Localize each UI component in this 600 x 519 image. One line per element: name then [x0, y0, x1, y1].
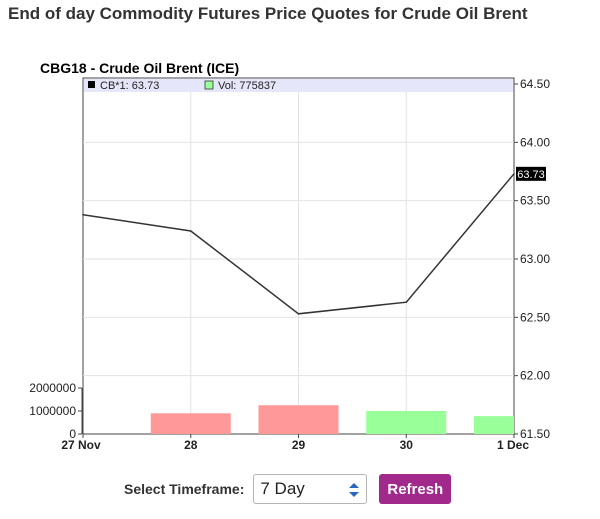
grid-lines [83, 92, 514, 434]
legend-swatch-price [88, 81, 95, 88]
volume-bar [150, 413, 231, 434]
page-title: End of day Commodity Futures Price Quote… [8, 4, 528, 23]
volume-bar [474, 416, 514, 434]
date-tick-label: 1 Dec [497, 438, 529, 452]
date-tick-label: 30 [400, 438, 414, 452]
chart-title: CBG18 - Crude Oil Brent (ICE) [40, 60, 239, 76]
price-tick-label: 63.50 [520, 194, 550, 208]
last-price-marker: 63.73 [516, 166, 546, 181]
price-line-group [82, 173, 515, 315]
timeframe-label: Select Timeframe: [124, 481, 245, 497]
volume-bars [150, 405, 514, 434]
date-axis: 27 Nov 28 29 30 1 Dec [61, 434, 529, 452]
volume-bar [366, 411, 447, 434]
price-point [297, 313, 300, 315]
volume-tick-label: 1000000 [29, 404, 76, 418]
volume-tick-label: 2000000 [29, 381, 76, 395]
date-tick-label: 28 [184, 438, 198, 452]
price-axis: 61.50 62.00 62.50 63.00 63.50 64.00 64.50 [514, 77, 550, 441]
date-tick-label: 27 Nov [61, 438, 101, 452]
price-chart: CBG18 - Crude Oil Brent (ICE) 61.50 62.00… [29, 60, 550, 452]
select-arrows-icon [349, 483, 360, 497]
volume-tick-label: 0 [69, 427, 76, 441]
date-tick-label: 29 [292, 438, 306, 452]
last-price-label: 63.73 [517, 169, 545, 181]
last-price-box [516, 166, 546, 181]
legend-bar [84, 79, 513, 92]
price-tick-label: 64.50 [520, 77, 550, 91]
chart-legend: CB*1: 63.73 Vol: 775837 [88, 80, 276, 92]
chart-container: CBG18 - Crude Oil Brent (ICE) 61.50 62.00… [0, 56, 600, 460]
timeframe-select[interactable]: 7 Day [253, 474, 368, 504]
price-point [82, 213, 84, 216]
legend-label-price: CB*1: 63.73 [100, 80, 159, 92]
price-point [405, 301, 408, 303]
legend-swatch-volume [204, 80, 214, 90]
timeframe-controls: Select Timeframe: 7 Day Refresh [124, 474, 452, 504]
volume-axis: 2000000 1000000 0 [29, 381, 83, 441]
price-tick-label: 61.50 [520, 427, 550, 441]
price-point [513, 173, 515, 175]
price-point [189, 230, 192, 232]
price-tick-label: 63.00 [520, 252, 550, 266]
price-tick-label: 62.00 [520, 369, 550, 383]
legend-label-volume: Vol: 775837 [218, 80, 276, 92]
volume-bar [258, 405, 339, 434]
refresh-button[interactable]: Refresh [379, 474, 452, 504]
timeframe-selected-value: 7 Day [260, 479, 305, 498]
price-tick-label: 62.50 [520, 310, 550, 324]
price-tick-label: 64.00 [520, 135, 550, 149]
